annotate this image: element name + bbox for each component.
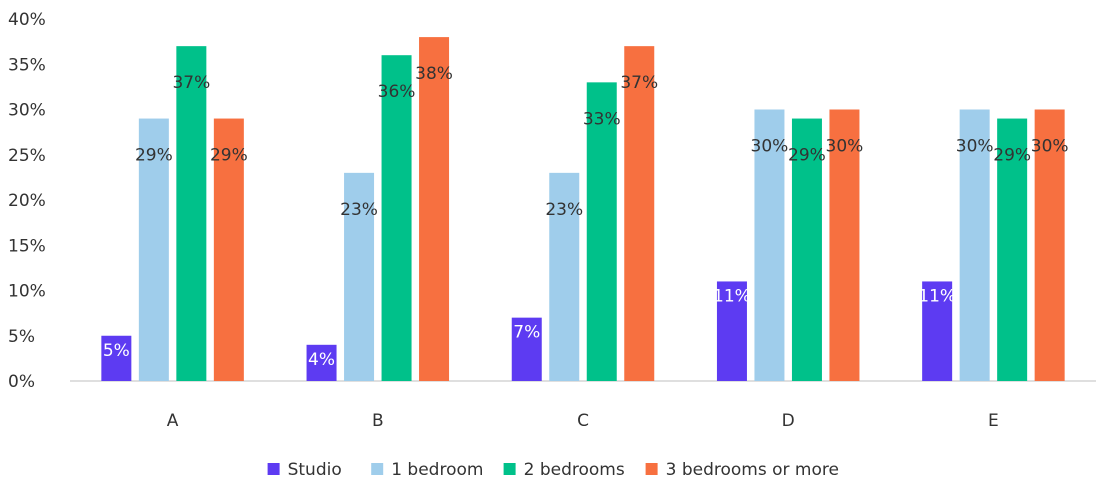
data-label: 7% — [513, 323, 540, 343]
y-axis: 0% 5% 10% 15% 20% 25% 30% 35% 40% — [8, 10, 46, 392]
legend-swatch — [645, 463, 658, 475]
bar — [829, 109, 860, 381]
bar — [997, 118, 1028, 382]
x-tick-label: E — [988, 411, 999, 431]
bar — [922, 281, 953, 381]
data-label: 30% — [1031, 137, 1069, 157]
data-label: 4% — [308, 350, 335, 370]
bar — [138, 118, 169, 382]
legend-swatch — [371, 463, 384, 475]
bar — [176, 46, 207, 382]
legend-label: 3 bedrooms or more — [666, 460, 839, 480]
data-label: 37% — [620, 73, 658, 93]
data-label: 30% — [826, 137, 864, 157]
y-tick-label: 5% — [8, 327, 35, 347]
data-label: 30% — [751, 137, 789, 157]
x-tick-label: D — [782, 411, 795, 431]
data-label: 11% — [713, 286, 751, 306]
bar — [624, 46, 655, 382]
bar — [306, 344, 337, 381]
data-label: 29% — [210, 146, 248, 166]
data-label: 29% — [135, 146, 173, 166]
data-label: 23% — [340, 200, 378, 220]
legend-swatch — [267, 463, 280, 475]
bar — [791, 118, 822, 382]
x-tick-label: B — [372, 411, 384, 431]
data-label: 5% — [103, 341, 130, 361]
legend-swatch — [503, 463, 516, 475]
y-tick-label: 30% — [8, 101, 46, 121]
y-tick-label: 40% — [8, 10, 46, 30]
bar — [419, 37, 450, 381]
y-tick-label: 0% — [8, 372, 35, 392]
bar — [959, 109, 990, 381]
bars: 5%29%37%29%4%23%36%38%7%23%33%37%11%30% 2… — [101, 37, 1069, 382]
legend-label: 1 bedroom — [391, 460, 483, 480]
y-tick-label: 25% — [8, 146, 46, 166]
data-label: 38% — [415, 64, 453, 84]
bar — [716, 281, 747, 381]
y-tick-label: 10% — [8, 282, 46, 302]
y-tick-label: 35% — [8, 55, 46, 75]
bar — [511, 317, 542, 381]
y-tick-label: 20% — [8, 191, 46, 211]
data-label: 30% — [956, 137, 994, 157]
bar — [344, 172, 375, 381]
bar — [1034, 109, 1065, 381]
data-label: 33% — [583, 109, 621, 129]
data-label: 36% — [378, 82, 416, 102]
data-label: 11% — [918, 286, 956, 306]
data-label: 37% — [172, 73, 210, 93]
bar — [381, 55, 412, 381]
bar — [586, 82, 617, 381]
data-label: 29% — [993, 146, 1031, 166]
bar — [754, 109, 785, 381]
legend-label: Studio — [288, 460, 342, 480]
x-tick-label: A — [167, 411, 179, 431]
x-axis: A B C D E — [167, 411, 999, 431]
x-tick-label: C — [577, 411, 589, 431]
legend-label: 2 bedrooms — [524, 460, 625, 480]
data-label: 29% — [788, 146, 826, 166]
bar — [549, 172, 580, 381]
legend: Studio 1 bedroom 2 bedrooms 3 bedrooms or m… — [267, 460, 839, 480]
bar — [213, 118, 244, 382]
data-label: 23% — [545, 200, 583, 220]
y-tick-label: 15% — [8, 236, 46, 256]
bar — [101, 335, 132, 381]
